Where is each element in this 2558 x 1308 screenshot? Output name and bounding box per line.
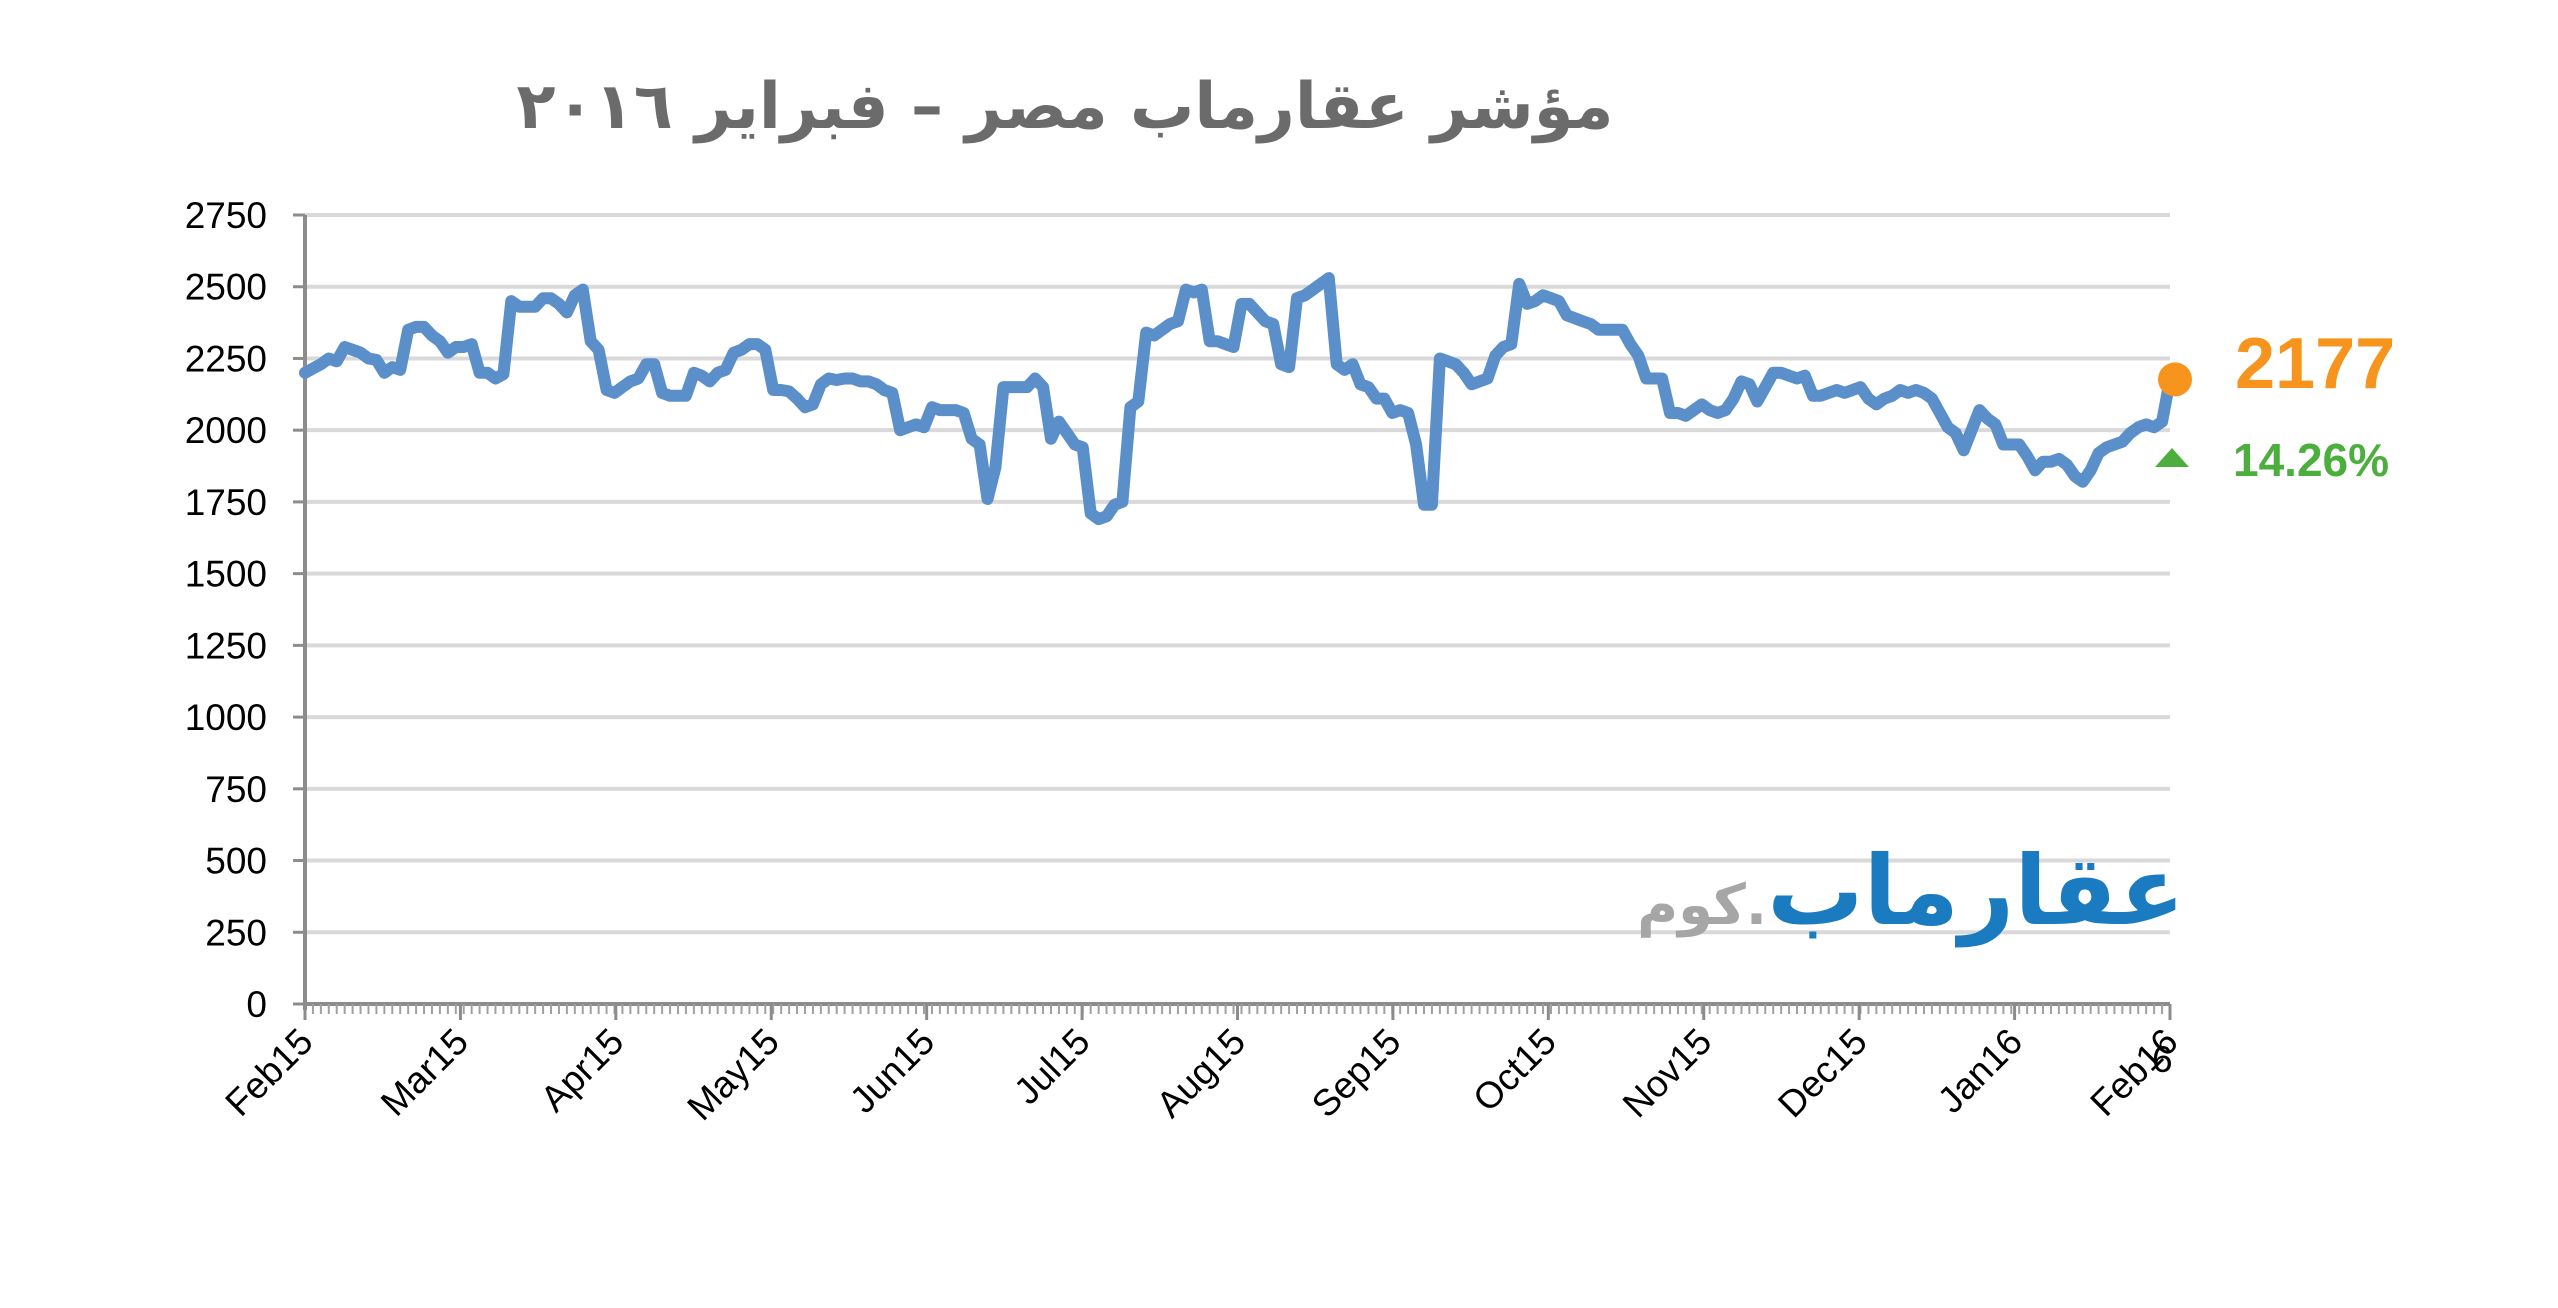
current-value: 2177 [2235, 324, 2396, 404]
triangle-up-icon [2155, 448, 2189, 467]
x-tick-label-extra: 6 [2152, 1039, 2173, 1080]
y-tick-label: 2250 [185, 338, 267, 379]
x-tick-label: Nov15 [1615, 1021, 1720, 1126]
y-tick-label: 750 [205, 769, 267, 810]
current-change: 14.26% [2233, 434, 2390, 486]
logo-main-text: عقارماب [1767, 835, 2185, 947]
y-tick-label: 1250 [185, 625, 267, 666]
x-tick-label: Jun15 [842, 1021, 942, 1121]
x-tick-label: Jul15 [1006, 1021, 1098, 1113]
y-tick-label: 2000 [185, 410, 267, 451]
y-tick-label: 2750 [185, 195, 267, 236]
current-value-dot [2158, 362, 2192, 397]
x-tick-label: May15 [679, 1021, 787, 1129]
marker-layer [2155, 362, 2192, 467]
x-tick-label: Mar15 [373, 1021, 476, 1124]
x-tick-label: Aug15 [1149, 1021, 1254, 1126]
logo-sub-text: .كوم [1637, 873, 1768, 938]
x-tick-label: Apr15 [533, 1021, 632, 1120]
x-tick-label: Sep15 [1304, 1021, 1409, 1126]
gridlines [305, 213, 2170, 935]
y-tick-label: 500 [205, 841, 267, 882]
series-line [299, 272, 2176, 526]
y-tick-label: 1500 [185, 554, 267, 595]
x-tick-label: Feb15 [217, 1021, 320, 1124]
x-tick-label: Jan16 [1930, 1021, 2030, 1121]
x-axis: Feb15 Mar15 Apr15 May15 Jun15 Jul15 Aug15 Sep15… [217, 1002, 2186, 1129]
y-tick-label: 0 [246, 984, 267, 1025]
y-axis: 0 250 500 750 1000 1250 1500 1750 2000 2250 2500 27… [185, 195, 307, 1025]
x-tick-label: Dec15 [1770, 1021, 1875, 1126]
y-tick-label: 1000 [185, 697, 267, 738]
y-tick-label: 250 [205, 912, 267, 953]
x-tick-label: Oct15 [1465, 1021, 1564, 1120]
chart-title: مؤشر عقارماب مصر – فبراير ٢٠١٦ [516, 70, 1614, 144]
y-tick-label: 1750 [185, 482, 267, 523]
y-tick-label: 2500 [185, 267, 267, 308]
series-layer [299, 272, 2176, 526]
brand-logo: عقارماب.كوم [1615, 835, 2185, 975]
